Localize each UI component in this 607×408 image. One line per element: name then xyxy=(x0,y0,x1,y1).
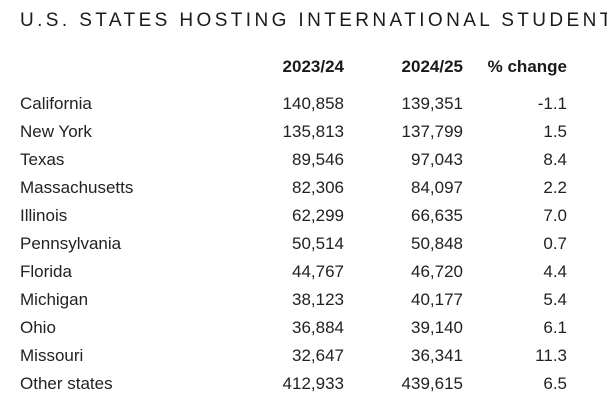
value-percent-change: 0.7 xyxy=(543,234,567,253)
value-percent-change: 11.3 xyxy=(535,346,567,365)
table-title: U.S. STATES HOSTING INTERNATIONAL STUDEN… xyxy=(20,10,607,31)
value-2024-25: 139,351 xyxy=(401,94,463,113)
value-percent-change: 6.5 xyxy=(543,374,567,393)
table-body: California 140,858 139,351 -1.1 New York… xyxy=(0,90,607,398)
table-row: Florida 44,767 46,720 4.4 xyxy=(0,258,607,286)
value-2023-24: 89,546 xyxy=(292,150,344,169)
value-2023-24: 32,647 xyxy=(292,346,344,365)
value-percent-change: 6.1 xyxy=(543,318,567,337)
value-2023-24: 38,123 xyxy=(292,290,344,309)
table-row: Illinois 62,299 66,635 7.0 xyxy=(0,202,607,230)
value-2024-25: 439,615 xyxy=(401,374,463,393)
state-name: Pennsylvania xyxy=(20,234,122,253)
value-2024-25: 46,720 xyxy=(411,262,463,281)
value-percent-change: 7.0 xyxy=(543,206,567,225)
value-2024-25: 36,341 xyxy=(411,346,463,365)
value-2024-25: 66,635 xyxy=(411,206,463,225)
table-row: Michigan 38,123 40,177 5.4 xyxy=(0,286,607,314)
value-percent-change: 1.5 xyxy=(543,122,567,141)
value-percent-change: -1.1 xyxy=(537,94,567,113)
table-row: California 140,858 139,351 -1.1 xyxy=(0,90,607,118)
table-row: Missouri 32,647 36,341 11.3 xyxy=(0,342,607,370)
value-percent-change: 2.2 xyxy=(543,178,567,197)
table-header: 2023/24 2024/25 % change xyxy=(0,54,607,80)
header-2024-25: 2024/25 xyxy=(401,57,463,76)
state-name: Other states xyxy=(20,374,113,393)
table-row: Texas 89,546 97,043 8.4 xyxy=(0,146,607,174)
table-row: Other states 412,933 439,615 6.5 xyxy=(0,370,607,398)
value-2023-24: 412,933 xyxy=(282,374,344,393)
state-name: California xyxy=(20,94,92,113)
state-name: Michigan xyxy=(20,290,89,309)
state-name: Missouri xyxy=(20,346,84,365)
value-percent-change: 4.4 xyxy=(543,262,567,281)
value-2023-24: 36,884 xyxy=(292,318,344,337)
state-name: Texas xyxy=(20,150,65,169)
value-2024-25: 40,177 xyxy=(411,290,463,309)
header-2023-24: 2023/24 xyxy=(282,57,344,76)
value-2024-25: 39,140 xyxy=(411,318,463,337)
table-row: Pennsylvania 50,514 50,848 0.7 xyxy=(0,230,607,258)
value-2023-24: 44,767 xyxy=(292,262,344,281)
state-name: Florida xyxy=(20,262,72,281)
table-row: New York 135,813 137,799 1.5 xyxy=(0,118,607,146)
value-percent-change: 8.4 xyxy=(543,150,567,169)
value-2023-24: 82,306 xyxy=(292,178,344,197)
value-2024-25: 50,848 xyxy=(411,234,463,253)
value-2023-24: 140,858 xyxy=(282,94,344,113)
value-2023-24: 135,813 xyxy=(282,122,344,141)
value-2023-24: 50,514 xyxy=(292,234,344,253)
value-percent-change: 5.4 xyxy=(543,290,567,309)
value-2024-25: 97,043 xyxy=(411,150,463,169)
value-2024-25: 84,097 xyxy=(411,178,463,197)
value-2024-25: 137,799 xyxy=(401,122,463,141)
state-name: Ohio xyxy=(20,318,56,337)
table-row: Massachusetts 82,306 84,097 2.2 xyxy=(0,174,607,202)
table-row: Ohio 36,884 39,140 6.1 xyxy=(0,314,607,342)
state-name: Massachusetts xyxy=(20,178,134,197)
state-name: New York xyxy=(20,122,92,141)
state-name: Illinois xyxy=(20,206,68,225)
header-percent-change: % change xyxy=(487,57,567,76)
value-2023-24: 62,299 xyxy=(292,206,344,225)
